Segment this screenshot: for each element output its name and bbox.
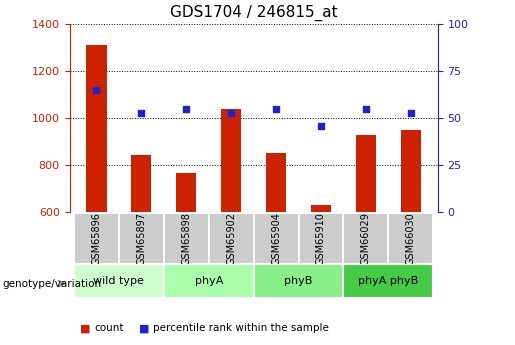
Text: GSM66029: GSM66029: [361, 212, 371, 265]
Text: GSM65902: GSM65902: [226, 212, 236, 265]
Bar: [74, 264, 164, 298]
Text: GSM65896: GSM65896: [92, 212, 101, 265]
Text: phyB: phyB: [284, 276, 313, 286]
Point: [362, 106, 370, 111]
Bar: [388, 213, 433, 264]
Bar: [266, 154, 286, 345]
Text: percentile rank within the sample: percentile rank within the sample: [153, 324, 330, 333]
Title: GDS1704 / 246815_at: GDS1704 / 246815_at: [170, 5, 337, 21]
Text: count: count: [94, 324, 124, 333]
Bar: [87, 45, 107, 345]
Point: [182, 106, 191, 111]
Bar: [311, 205, 331, 345]
Text: GSM65904: GSM65904: [271, 212, 281, 265]
Bar: [401, 130, 421, 345]
Text: ■: ■: [80, 324, 90, 333]
Text: phyA: phyA: [195, 276, 223, 286]
Bar: [299, 213, 344, 264]
Point: [92, 87, 100, 93]
Point: [272, 106, 280, 111]
Bar: [209, 213, 253, 264]
Text: genotype/variation: genotype/variation: [3, 279, 101, 288]
Bar: [164, 264, 254, 298]
Text: GSM66030: GSM66030: [406, 212, 416, 265]
Point: [407, 110, 415, 115]
Bar: [221, 109, 242, 345]
Bar: [254, 264, 344, 298]
Text: GSM65910: GSM65910: [316, 212, 326, 265]
Bar: [176, 174, 196, 345]
Bar: [119, 213, 164, 264]
Text: GSM65897: GSM65897: [136, 212, 146, 265]
Point: [317, 123, 325, 128]
Bar: [254, 213, 299, 264]
Text: wild type: wild type: [94, 276, 144, 286]
Text: ■: ■: [139, 324, 149, 333]
Point: [138, 110, 146, 115]
Bar: [344, 264, 433, 298]
Text: phyA phyB: phyA phyB: [358, 276, 419, 286]
Bar: [74, 213, 119, 264]
Bar: [356, 135, 376, 345]
Text: GSM65898: GSM65898: [181, 212, 191, 265]
Bar: [131, 155, 151, 345]
Bar: [164, 213, 209, 264]
Point: [227, 110, 235, 115]
Bar: [344, 213, 388, 264]
